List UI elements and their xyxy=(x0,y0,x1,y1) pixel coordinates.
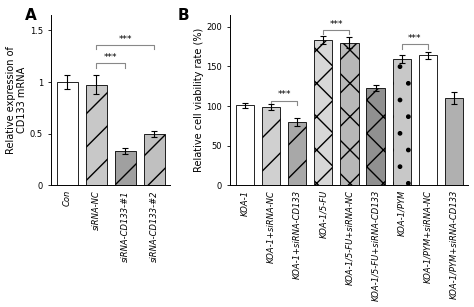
Y-axis label: Relative expression of
CD133 mRNA: Relative expression of CD133 mRNA xyxy=(6,46,27,154)
Bar xyxy=(419,55,437,185)
Bar xyxy=(445,98,463,185)
Text: ***: *** xyxy=(277,90,291,99)
Bar xyxy=(144,134,164,185)
Bar xyxy=(86,85,107,185)
Bar xyxy=(236,105,254,185)
Text: ***: *** xyxy=(104,53,118,62)
Y-axis label: Relative cell viability rate (%): Relative cell viability rate (%) xyxy=(193,28,204,172)
Bar xyxy=(314,40,332,185)
Bar xyxy=(366,88,385,185)
Text: ***: *** xyxy=(408,34,421,43)
Bar xyxy=(262,107,280,185)
Bar xyxy=(115,151,136,185)
Bar xyxy=(392,59,411,185)
Bar xyxy=(340,43,359,185)
Text: B: B xyxy=(178,8,190,23)
Text: ***: *** xyxy=(329,20,343,29)
Text: A: A xyxy=(25,8,37,23)
Text: ***: *** xyxy=(118,35,132,44)
Bar xyxy=(288,122,306,185)
Bar xyxy=(57,82,78,185)
